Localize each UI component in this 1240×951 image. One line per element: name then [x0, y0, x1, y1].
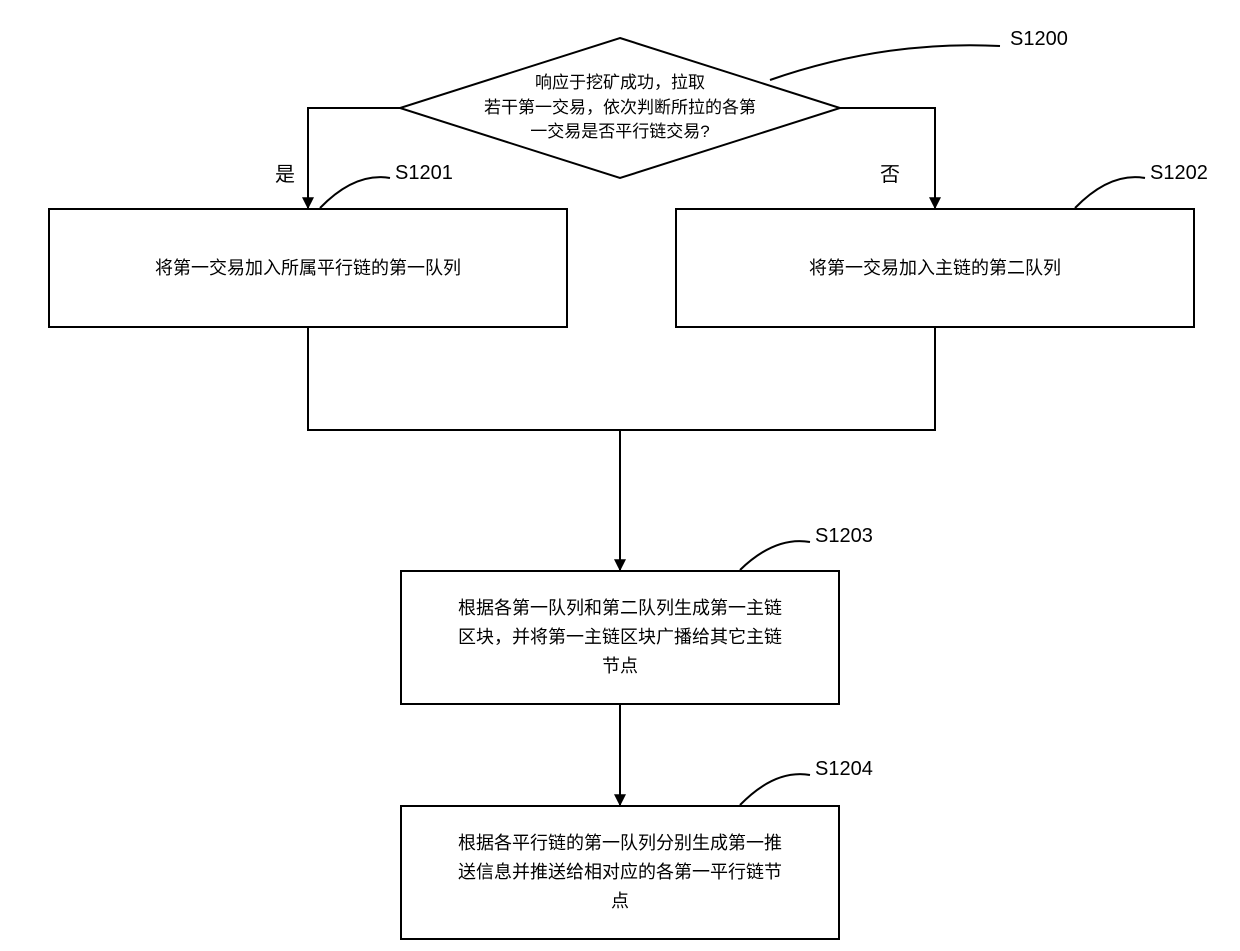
node-s1201: 将第一交易加入所属平行链的第一队列: [48, 208, 568, 328]
node-s1203-text: 根据各第一队列和第二队列生成第一主链 区块，并将第一主链区块广播给其它主链 节点: [458, 594, 782, 680]
step-label-s1200: S1200: [1010, 28, 1068, 51]
edge-label-yes: 是: [275, 158, 295, 187]
node-s1202: 将第一交易加入主链的第二队列: [675, 208, 1195, 328]
node-s1204: 根据各平行链的第一队列分别生成第一推 送信息并推送给相对应的各第一平行链节 点: [400, 805, 840, 940]
edge-label-no: 否: [880, 158, 900, 187]
node-s1202-text: 将第一交易加入主链的第二队列: [809, 254, 1061, 283]
node-s1204-text: 根据各平行链的第一队列分别生成第一推 送信息并推送给相对应的各第一平行链节 点: [458, 829, 782, 915]
step-label-s1201: S1201: [395, 162, 453, 185]
step-label-s1204: S1204: [815, 758, 873, 781]
step-label-s1203: S1203: [815, 525, 873, 548]
node-s1201-text: 将第一交易加入所属平行链的第一队列: [155, 254, 461, 283]
flowchart-canvas: 响应于挖矿成功，拉取 若干第一交易，依次判断所拉的各第 一交易是否平行链交易? …: [0, 0, 1240, 951]
step-label-s1202: S1202: [1150, 162, 1208, 185]
decision-node-text: 响应于挖矿成功，拉取 若干第一交易，依次判断所拉的各第 一交易是否平行链交易?: [480, 71, 760, 145]
node-s1203: 根据各第一队列和第二队列生成第一主链 区块，并将第一主链区块广播给其它主链 节点: [400, 570, 840, 705]
